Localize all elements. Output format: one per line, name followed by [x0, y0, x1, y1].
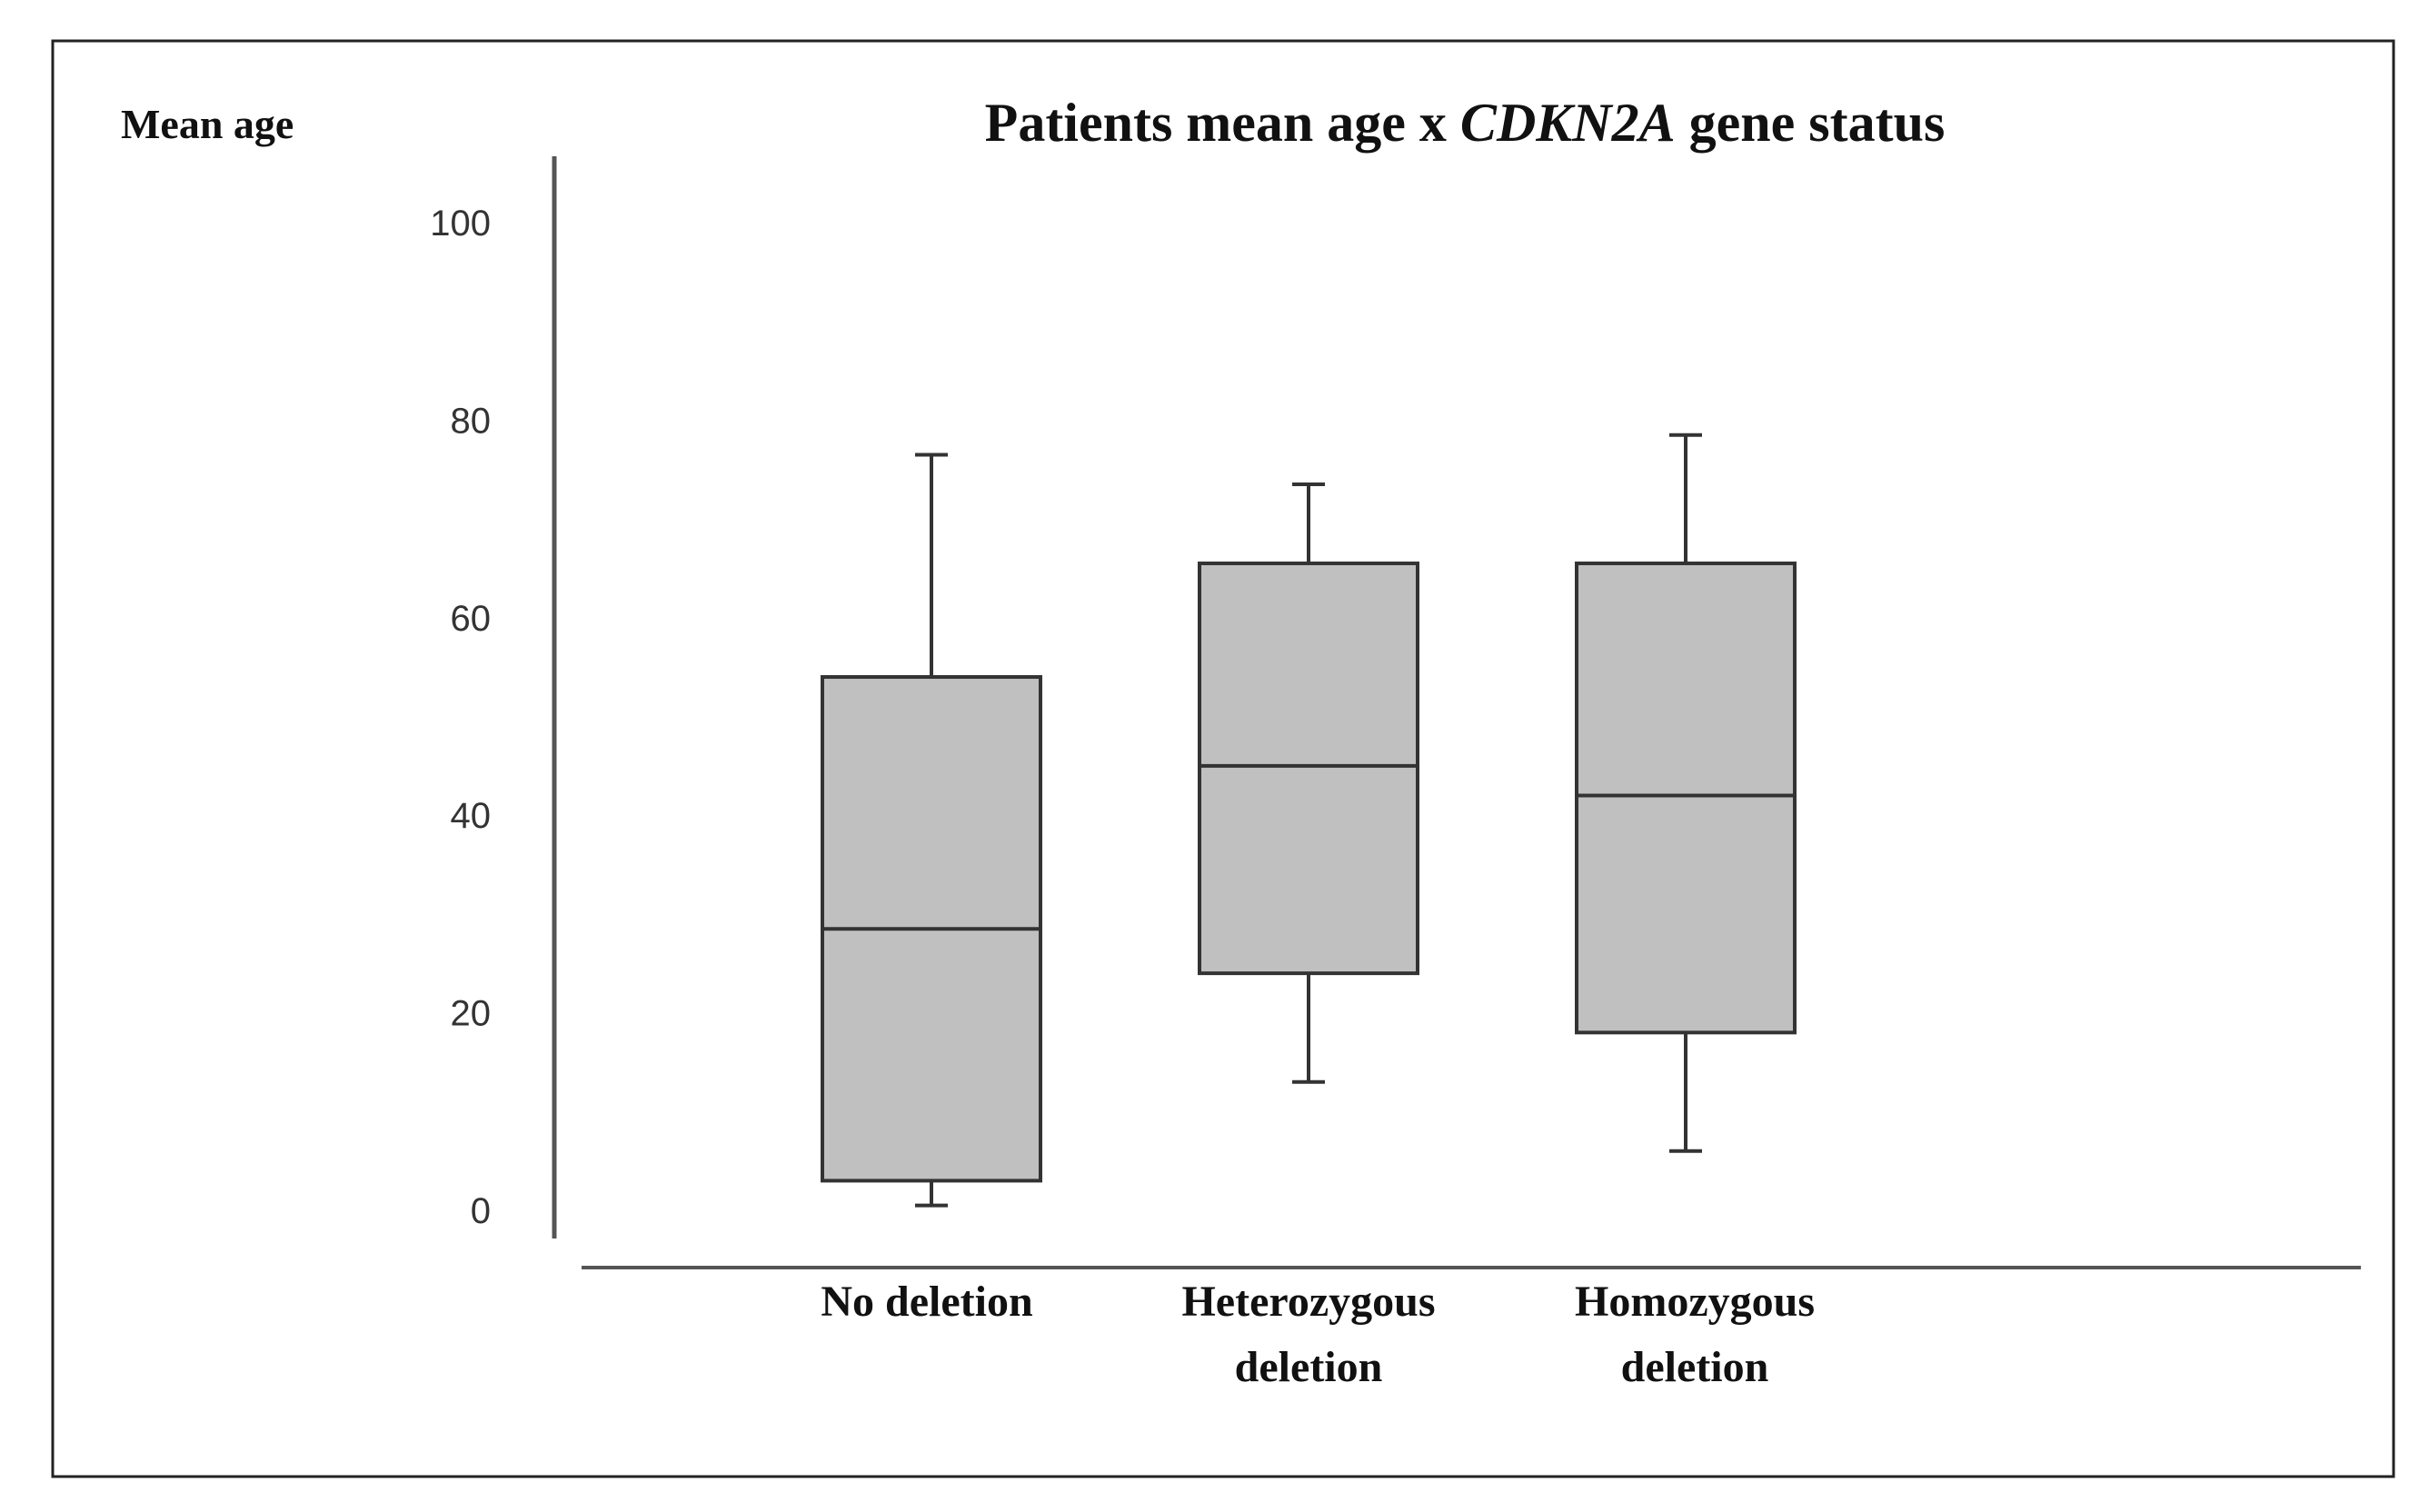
box-2-iqr	[1198, 562, 1419, 976]
chart-title-suffix: gene status	[1689, 93, 1946, 153]
box-3	[1575, 433, 1797, 1153]
x-label-2-line-1: Heterozygous	[1181, 1278, 1435, 1326]
x-label-1: No deletion	[821, 1278, 1032, 1326]
box-1	[821, 453, 1042, 1208]
chart-title: Patients mean age x CDKN2A gene status	[985, 93, 1946, 153]
chart-title-prefix: Patients mean age x	[985, 93, 1460, 153]
y-tick-label-20: 20	[451, 994, 492, 1034]
x-label-3-line-1: Homozygous	[1575, 1278, 1815, 1326]
y-tick-label-80: 80	[451, 401, 492, 441]
box-3-iqr	[1575, 562, 1797, 1035]
x-label-3-line-2: deletion	[1621, 1343, 1769, 1391]
y-axis-label: Mean age	[121, 101, 294, 147]
y-tick-label-40: 40	[451, 796, 492, 836]
box-2	[1198, 482, 1419, 1084]
x-category-labels: No deletion Heterozygous deletionHomozygou…	[821, 1278, 1815, 1391]
y-tick-label-60: 60	[451, 599, 492, 639]
y-tick-label-100: 100	[430, 204, 491, 244]
x-label-2-line-2: deletion	[1235, 1343, 1383, 1391]
box-series	[821, 433, 1797, 1208]
x-label-2: Heterozygous deletion	[1181, 1278, 1435, 1391]
y-tick-labels: 0 20 40 60 80 100	[430, 204, 491, 1231]
chart-title-gene: CDKN2A	[1460, 93, 1676, 153]
x-label-3: Homozygous deletion	[1575, 1278, 1815, 1391]
y-tick-label-0: 0	[471, 1191, 491, 1231]
x-label-1-line-1: No deletion	[821, 1278, 1032, 1326]
